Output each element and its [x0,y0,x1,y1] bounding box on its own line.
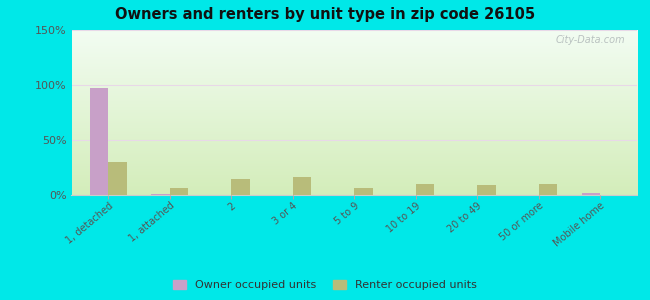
Bar [231,178,250,195]
Bar [151,194,170,195]
Bar [90,88,109,195]
Bar [582,193,600,195]
Bar [292,177,311,195]
Text: Owners and renters by unit type in zip code 26105: Owners and renters by unit type in zip c… [115,8,535,22]
Bar [477,185,495,195]
Bar [354,188,372,195]
Legend: Owner occupied units, Renter occupied units: Owner occupied units, Renter occupied un… [168,275,482,294]
Bar [416,184,434,195]
Text: City-Data.com: City-Data.com [556,35,626,45]
Bar [539,184,557,195]
Bar [109,162,127,195]
Bar [170,188,188,195]
